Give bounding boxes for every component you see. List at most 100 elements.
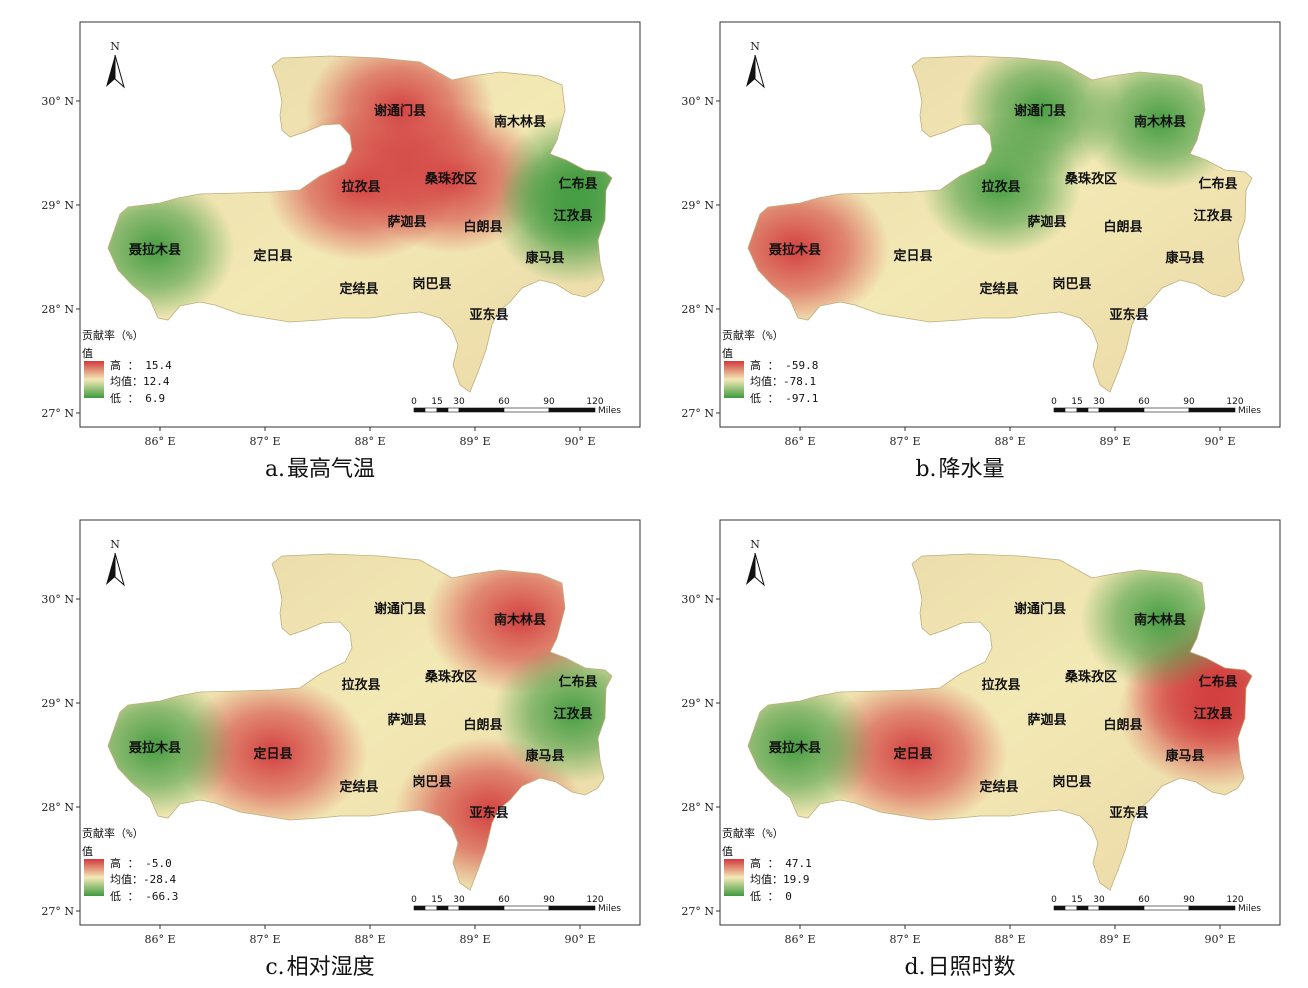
lat-tick-label: 30° N bbox=[41, 593, 74, 606]
lon-tick-label: 86° E bbox=[144, 435, 175, 448]
county-label: 岗巴县 bbox=[1052, 774, 1091, 790]
scale-tick-label: 0 bbox=[1051, 895, 1057, 905]
county-label: 亚东县 bbox=[1109, 805, 1148, 821]
north-label: N bbox=[110, 40, 120, 53]
legend-title: 贡献率（%） bbox=[722, 328, 784, 342]
legend-title: 贡献率（%） bbox=[722, 826, 784, 840]
county-label: 亚东县 bbox=[1109, 307, 1148, 323]
map-panel-b: 30° N 29° N 28° N 27° N 86° E 87° E 88° E 89° E… bbox=[640, 0, 1281, 490]
county-label: 桑珠孜区 bbox=[424, 171, 477, 187]
lat-tick-label: 28° N bbox=[681, 303, 714, 316]
caption-b-prefix: b. bbox=[915, 457, 937, 482]
county-label: 定日县 bbox=[252, 248, 292, 264]
lon-tick-label: 90° E bbox=[1204, 933, 1235, 946]
scale-tick-label: 15 bbox=[1071, 895, 1082, 905]
scale-bar bbox=[413, 905, 596, 911]
legend-low: 低 ： -97.1 bbox=[750, 392, 818, 405]
county-label: 江孜县 bbox=[1193, 208, 1232, 224]
lat-tick-label: 30° N bbox=[681, 593, 714, 606]
county-label: 谢通门县 bbox=[374, 601, 426, 617]
county-label: 萨迦县 bbox=[387, 712, 426, 728]
legend-mean: 均值：19.9 bbox=[750, 873, 810, 886]
county-label: 拉孜县 bbox=[341, 179, 380, 195]
lon-tick-label: 88° E bbox=[354, 435, 385, 448]
legend-mean: 均值：12.4 bbox=[110, 375, 170, 388]
lat-tick-label: 27° N bbox=[681, 407, 714, 420]
county-label: 聂拉木县 bbox=[768, 740, 821, 756]
lon-tick-label: 87° E bbox=[249, 933, 280, 946]
north-arrow-icon bbox=[106, 54, 125, 89]
county-label: 岗巴县 bbox=[1052, 276, 1091, 292]
lat-tick-label: 29° N bbox=[681, 697, 714, 710]
north-label: N bbox=[750, 40, 760, 53]
caption-b: b.降水量 bbox=[640, 451, 1280, 483]
county-label: 白朗县 bbox=[1103, 717, 1142, 733]
scale-tick-label: 30 bbox=[453, 895, 465, 905]
scale-tick-label: 15 bbox=[431, 895, 442, 905]
county-label: 岗巴县 bbox=[412, 276, 451, 292]
county-label: 聂拉木县 bbox=[128, 740, 181, 756]
legend-high: 高 ： 15.4 bbox=[110, 358, 172, 372]
north-arrow-icon bbox=[106, 552, 125, 587]
county-label: 康马县 bbox=[525, 748, 564, 764]
caption-c: c.相对湿度 bbox=[0, 949, 640, 981]
county-label: 拉孜县 bbox=[981, 677, 1020, 693]
county-label: 康马县 bbox=[1165, 250, 1204, 266]
low-value-area bbox=[960, 56, 1120, 180]
lat-tick-label: 27° N bbox=[41, 407, 74, 420]
scale-tick-label: 60 bbox=[498, 895, 510, 905]
county-label: 萨迦县 bbox=[387, 214, 426, 230]
legend-low: 低 ： 6.9 bbox=[110, 392, 165, 405]
county-label: 拉孜县 bbox=[341, 677, 380, 693]
map-panel-a: 30° N 29° N 28° N 27° N 86° E 87° E 88° E 89° E… bbox=[0, 0, 641, 490]
legend-subtitle: 值 bbox=[722, 347, 733, 360]
county-label: 聂拉木县 bbox=[128, 242, 181, 258]
county-label: 仁布县 bbox=[558, 176, 597, 192]
county-label: 亚东县 bbox=[469, 805, 508, 821]
legend-high: 高 ： 47.1 bbox=[750, 856, 812, 870]
region-outline bbox=[747, 553, 1253, 891]
scale-tick-label: 60 bbox=[1138, 397, 1150, 407]
region-outline bbox=[107, 553, 613, 891]
map-panel-d: 30° N 29° N 28° N 27° N 86° E 87° E 88° E 89° E… bbox=[640, 498, 1281, 988]
county-label: 定日县 bbox=[892, 746, 932, 762]
lat-tick-label: 28° N bbox=[41, 303, 74, 316]
county-label: 定结县 bbox=[978, 281, 1018, 297]
county-label: 萨迦县 bbox=[1027, 214, 1066, 230]
county-label: 白朗县 bbox=[463, 219, 502, 235]
caption-d: d.日照时数 bbox=[640, 949, 1280, 981]
north-label: N bbox=[110, 538, 120, 551]
county-label: 南木林县 bbox=[1134, 612, 1186, 628]
value-surface bbox=[748, 56, 1240, 324]
scale-tick-label: 30 bbox=[1093, 397, 1105, 407]
legend-subtitle: 值 bbox=[722, 845, 733, 858]
lon-tick-label: 88° E bbox=[994, 933, 1025, 946]
scale-tick-label: 120 bbox=[1226, 397, 1243, 407]
lon-tick-label: 86° E bbox=[784, 933, 815, 946]
legend-mean: 均值：-28.4 bbox=[110, 873, 176, 886]
caption-b-title: 降水量 bbox=[938, 457, 1005, 482]
lat-tick-label: 30° N bbox=[41, 95, 74, 108]
county-label: 桑珠孜区 bbox=[424, 669, 477, 685]
lon-tick-label: 90° E bbox=[564, 435, 595, 448]
lon-tick-label: 87° E bbox=[249, 435, 280, 448]
scale-tick-label: 90 bbox=[543, 895, 555, 905]
region-outline bbox=[107, 55, 613, 393]
county-label: 定日县 bbox=[892, 248, 932, 264]
north-arrow-icon bbox=[746, 54, 765, 89]
scale-tick-label: 0 bbox=[411, 397, 417, 407]
scale-tick-label: 30 bbox=[1093, 895, 1105, 905]
scale-tick-label: 120 bbox=[586, 397, 603, 407]
scale-tick-label: 60 bbox=[498, 397, 510, 407]
scale-tick-label: 120 bbox=[586, 895, 603, 905]
county-label: 仁布县 bbox=[1198, 176, 1237, 192]
lon-tick-label: 88° E bbox=[994, 435, 1025, 448]
lon-tick-label: 89° E bbox=[1099, 933, 1130, 946]
lon-tick-label: 89° E bbox=[1099, 435, 1130, 448]
legend-mean: 均值：-78.1 bbox=[750, 375, 816, 388]
high-value-area bbox=[748, 174, 890, 324]
legend-color-ramp bbox=[724, 361, 744, 398]
scale-tick-label: 90 bbox=[1183, 397, 1195, 407]
legend-subtitle: 值 bbox=[82, 347, 93, 360]
caption-d-title: 日照时数 bbox=[927, 955, 1016, 980]
